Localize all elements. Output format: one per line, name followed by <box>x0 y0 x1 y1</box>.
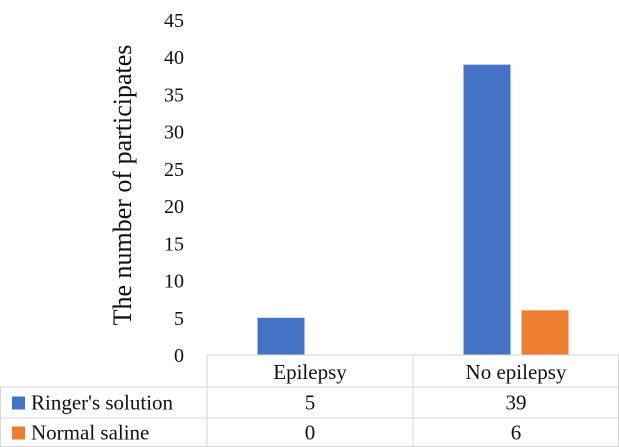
y-tick-label-1: 5 <box>174 308 184 330</box>
table-cell-1-1: 6 <box>511 421 522 445</box>
table-cell-0-1: 39 <box>506 391 527 415</box>
y-tick-label-9: 45 <box>164 10 184 32</box>
bar-0-1 <box>463 64 511 356</box>
y-axis-ticks: 0 5 10 15 20 25 30 35 40 45 <box>164 10 184 367</box>
table-cell-1-0: 0 <box>305 421 316 445</box>
table-cell-0-0: 5 <box>305 391 316 415</box>
category-label-1: No epilepsy <box>466 360 567 384</box>
y-tick-label-6: 30 <box>164 122 184 144</box>
y-tick-label-3: 15 <box>164 233 184 255</box>
category-label-0: Epilepsy <box>273 360 347 384</box>
y-axis-label: The number of participates <box>108 45 137 326</box>
data-table: Epilepsy No epilepsy Ringer's solution 5 39 N… <box>0 354 619 447</box>
y-tick-label-4: 20 <box>164 196 184 218</box>
bars <box>257 64 569 356</box>
legend-label-1: Normal saline <box>31 421 149 445</box>
bar-0-0 <box>257 317 305 355</box>
legend-label-0: Ringer's solution <box>31 391 174 415</box>
y-tick-label-7: 35 <box>164 84 184 106</box>
y-tick-label-2: 10 <box>164 271 184 293</box>
y-tick-label-8: 40 <box>164 47 184 69</box>
legend-swatch-1 <box>12 426 25 440</box>
bar-1-1 <box>521 310 569 355</box>
y-tick-label-5: 25 <box>164 159 184 181</box>
y-tick-label-0: 0 <box>174 345 184 367</box>
legend-swatch-0 <box>12 396 25 410</box>
